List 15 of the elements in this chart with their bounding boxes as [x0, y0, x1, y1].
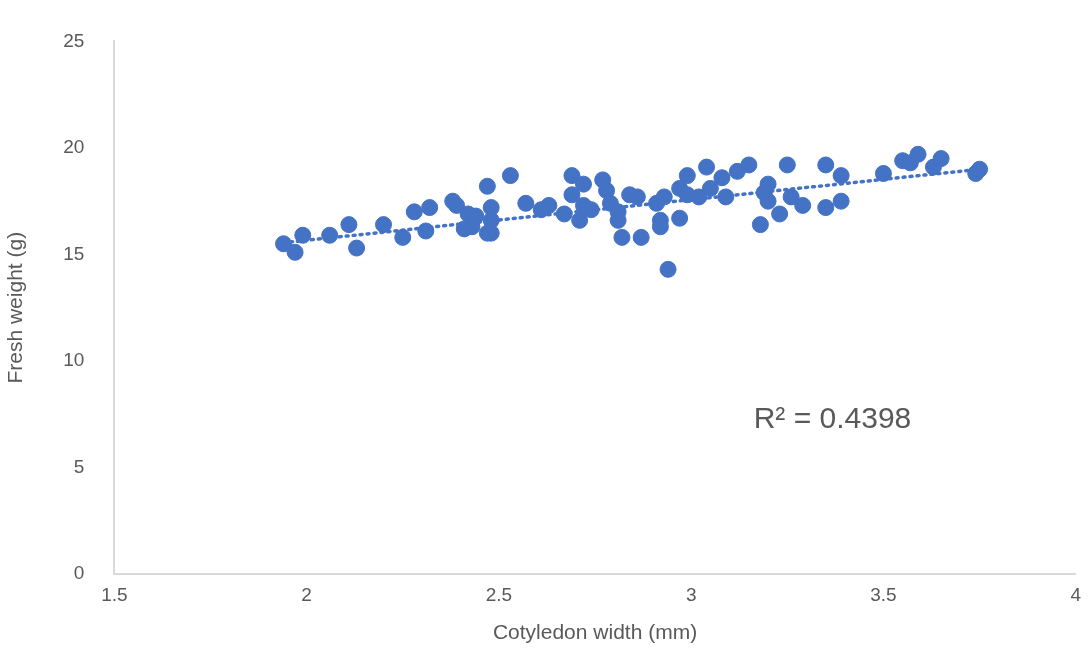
y-tick-label: 25: [63, 29, 85, 51]
annotation: R² = 0.4398: [753, 400, 912, 434]
x-axis-title: Cotyledon width (mm): [492, 620, 698, 644]
x-tick-label: 3: [685, 583, 697, 605]
x-tick-label: 2.5: [485, 583, 513, 605]
y-tick-label: 10: [63, 349, 85, 371]
x-tick-label: 3.5: [870, 583, 897, 605]
y-tick-label: 5: [73, 455, 85, 477]
y-axis-title: Fresh weight (g): [3, 231, 27, 384]
x-tick-label: 2: [301, 583, 312, 605]
y-tick-label: 0: [73, 562, 85, 584]
x-tick-label: 1.5: [101, 583, 128, 605]
x-tick-label: 4: [1070, 583, 1082, 605]
y-tick-label: 20: [63, 136, 85, 158]
y-tick-label: 15: [63, 242, 85, 264]
